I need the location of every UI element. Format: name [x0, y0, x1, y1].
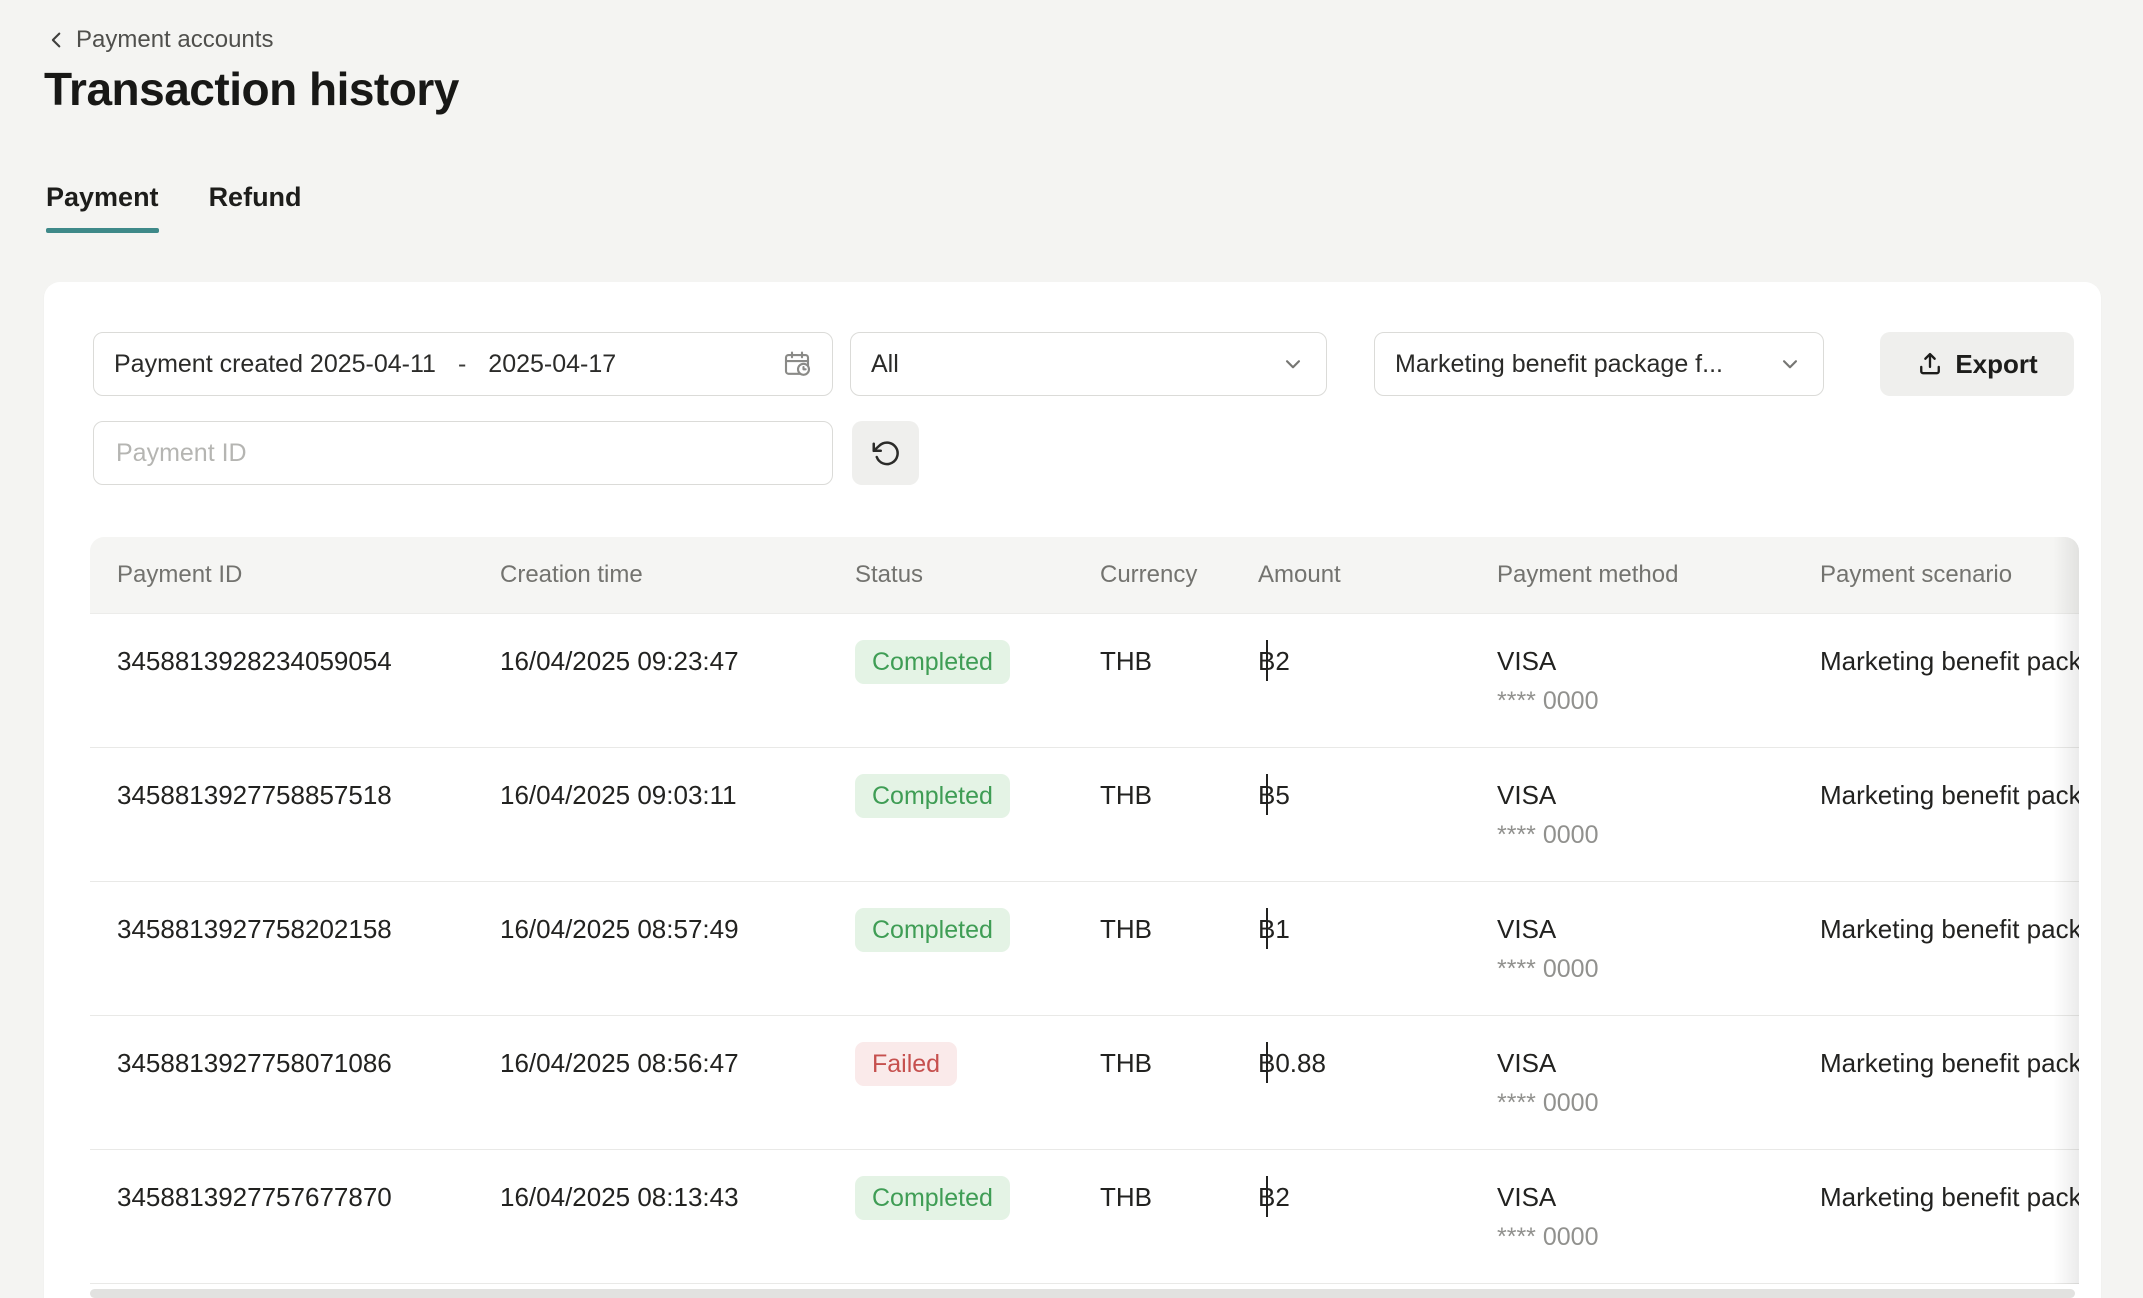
tab-payment[interactable]: Payment	[46, 180, 159, 233]
column-header-payment-scenario: Payment scenario	[1820, 561, 2013, 588]
chevron-down-icon	[1777, 351, 1803, 377]
currency-cell: THB	[1100, 780, 1152, 810]
creation-time-cell: 16/04/2025 08:13:43	[500, 1182, 739, 1212]
creation-time-cell: 16/04/2025 09:03:11	[500, 780, 737, 810]
tab-bar: Payment Refund	[46, 180, 302, 233]
amount-cell: B0.88	[1258, 1042, 1497, 1083]
tab-payment-label: Payment	[46, 182, 159, 212]
payment-id-cell: 3458813927757677870	[117, 1182, 392, 1212]
payment-method-name: VISA	[1497, 1048, 1557, 1078]
payment-method-name: VISA	[1497, 1182, 1557, 1212]
payment-method-name: VISA	[1497, 780, 1557, 810]
baht-currency-symbol: B	[1258, 640, 1275, 681]
status-badge: Completed	[855, 908, 1010, 952]
date-range-separator: -	[457, 349, 467, 378]
column-header-payment-id: Payment ID	[117, 561, 243, 588]
table-row[interactable]: 3458813928234059054 16/04/2025 09:23:47 Co…	[90, 614, 2079, 748]
payment-scenario-cell: Marketing benefit pack	[1820, 780, 2079, 810]
tab-refund[interactable]: Refund	[209, 180, 302, 233]
status-cell: Completed	[855, 640, 1100, 684]
payment-id-cell: 3458813927758857518	[117, 780, 392, 810]
currency-cell: THB	[1100, 1048, 1152, 1078]
status-filter-value: All	[871, 349, 899, 378]
column-header-creation-time: Creation time	[500, 561, 643, 588]
creation-time-cell: 16/04/2025 08:56:47	[500, 1048, 739, 1078]
baht-currency-symbol: B	[1258, 1042, 1275, 1083]
date-range-start-label: Payment created 2025-04-11	[114, 349, 436, 378]
payment-method-detail: **** 0000	[1497, 1223, 1599, 1251]
payment-method-cell: VISA **** 0000	[1497, 911, 1820, 987]
active-tab-underline	[46, 228, 159, 233]
currency-cell: THB	[1100, 914, 1152, 944]
date-range-picker[interactable]: Payment created 2025-04-11 - 2025-04-17	[93, 332, 833, 396]
upload-icon	[1916, 350, 1944, 378]
export-button[interactable]: Export	[1880, 332, 2074, 396]
refresh-button[interactable]	[852, 421, 919, 485]
baht-currency-symbol: B	[1258, 908, 1275, 949]
payment-id-input[interactable]	[93, 421, 833, 485]
currency-cell: THB	[1100, 646, 1152, 676]
chevron-left-icon	[46, 29, 68, 51]
breadcrumb[interactable]: Payment accounts	[46, 26, 273, 54]
payment-method-cell: VISA **** 0000	[1497, 1045, 1820, 1121]
horizontal-scrollbar[interactable]	[90, 1289, 2075, 1298]
chevron-down-icon	[1280, 351, 1306, 377]
scenario-filter-select[interactable]: Marketing benefit package f...	[1374, 332, 1824, 396]
creation-time-cell: 16/04/2025 09:23:47	[500, 646, 739, 676]
transactions-table: Payment ID Creation time Status Currency…	[90, 537, 2079, 1284]
payment-method-cell: VISA **** 0000	[1497, 777, 1820, 853]
payment-scenario-cell: Marketing benefit pack	[1820, 914, 2079, 944]
status-badge: Completed	[855, 1176, 1010, 1220]
status-cell: Completed	[855, 908, 1100, 952]
amount-cell: B2	[1258, 640, 1497, 681]
payment-scenario-cell: Marketing benefit pack	[1820, 1182, 2079, 1212]
status-badge: Completed	[855, 640, 1010, 684]
table-row[interactable]: 3458813927758071086 16/04/2025 08:56:47 Fa…	[90, 1016, 2079, 1150]
payment-scenario-cell: Marketing benefit pack	[1820, 1048, 2079, 1078]
amount-cell: B1	[1258, 908, 1497, 949]
currency-cell: THB	[1100, 1182, 1152, 1212]
baht-currency-symbol: B	[1258, 1176, 1275, 1217]
payment-method-name: VISA	[1497, 914, 1557, 944]
column-header-amount: Amount	[1258, 561, 1341, 588]
transactions-card: Payment created 2025-04-11 - 2025-04-17 …	[44, 282, 2101, 1298]
payment-id-cell: 3458813927758071086	[117, 1048, 392, 1078]
status-cell: Completed	[855, 1176, 1100, 1220]
status-filter-select[interactable]: All	[850, 332, 1327, 396]
calendar-clock-icon	[782, 349, 812, 379]
payment-scenario-cell: Marketing benefit pack	[1820, 646, 2079, 676]
payment-method-name: VISA	[1497, 646, 1557, 676]
status-cell: Completed	[855, 774, 1100, 818]
payment-method-detail: **** 0000	[1497, 687, 1599, 715]
column-header-status: Status	[855, 561, 924, 588]
table-body: 3458813928234059054 16/04/2025 09:23:47 Co…	[90, 614, 2079, 1284]
status-badge: Failed	[855, 1042, 958, 1086]
scenario-filter-value: Marketing benefit package f...	[1395, 349, 1723, 378]
refresh-icon	[871, 438, 901, 468]
payment-id-cell: 3458813927758202158	[117, 914, 392, 944]
payment-id-cell: 3458813928234059054	[117, 646, 392, 676]
column-header-payment-method: Payment method	[1497, 561, 1679, 588]
status-cell: Failed	[855, 1042, 1100, 1086]
payment-method-cell: VISA **** 0000	[1497, 1179, 1820, 1255]
creation-time-cell: 16/04/2025 08:57:49	[500, 914, 739, 944]
baht-currency-symbol: B	[1258, 774, 1275, 815]
payment-method-detail: **** 0000	[1497, 1089, 1599, 1117]
date-range-end-label: 2025-04-17	[488, 349, 617, 378]
table-row[interactable]: 3458813927757677870 16/04/2025 08:13:43 Co…	[90, 1150, 2079, 1284]
column-header-currency: Currency	[1100, 561, 1198, 588]
payment-method-detail: **** 0000	[1497, 955, 1599, 983]
table-row[interactable]: 3458813927758857518 16/04/2025 09:03:11 Co…	[90, 748, 2079, 882]
payment-method-detail: **** 0000	[1497, 821, 1599, 849]
breadcrumb-label: Payment accounts	[76, 26, 274, 53]
table-header-row: Payment ID Creation time Status Currency…	[90, 537, 2079, 614]
amount-cell: B2	[1258, 1176, 1497, 1217]
tab-refund-label: Refund	[208, 182, 302, 212]
payment-method-cell: VISA **** 0000	[1497, 643, 1820, 719]
amount-cell: B5	[1258, 774, 1497, 815]
export-button-label: Export	[1955, 348, 2038, 379]
table-row[interactable]: 3458813927758202158 16/04/2025 08:57:49 Co…	[90, 882, 2079, 1016]
status-badge: Completed	[855, 774, 1010, 818]
page-title: Transaction history	[44, 63, 459, 115]
